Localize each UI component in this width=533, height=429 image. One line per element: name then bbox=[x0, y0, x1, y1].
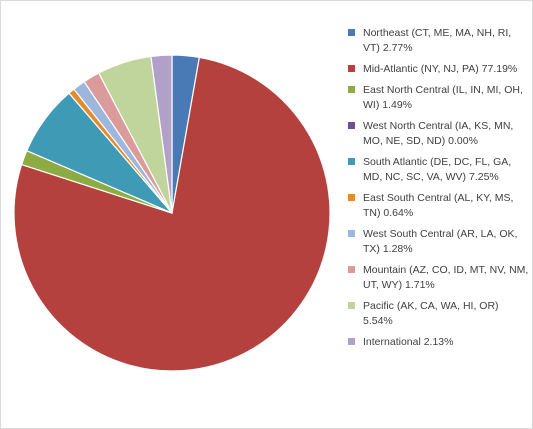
legend-swatch bbox=[348, 338, 355, 345]
legend-label: East South Central (AL, KY, MS, TN) 0.64… bbox=[363, 192, 514, 219]
legend-label: Pacific (AK, CA, WA, HI, OR) 5.54% bbox=[363, 300, 499, 327]
pie-slice-mid-atlantic bbox=[13, 56, 331, 372]
legend-label: Mountain (AZ, CO, ID, MT, NV, NM, UT, WY… bbox=[363, 264, 529, 291]
legend-label: Northeast (CT, ME, MA, NH, RI, VT) 2.77% bbox=[363, 27, 512, 54]
legend-item-east-north-central: East North Central (IL, IN, MI, OH, WI) … bbox=[348, 83, 530, 113]
legend-swatch bbox=[348, 230, 355, 237]
legend: Northeast (CT, ME, MA, NH, RI, VT) 2.77%… bbox=[348, 26, 530, 350]
legend-item-international: International 2.13% bbox=[348, 335, 530, 350]
legend-label: West North Central (IA, KS, MN, MO, NE, … bbox=[363, 120, 514, 147]
legend-swatch bbox=[348, 86, 355, 93]
legend-label: South Atlantic (DE, DC, FL, GA, MD, NC, … bbox=[363, 156, 512, 183]
legend-swatch bbox=[348, 158, 355, 165]
legend-swatch bbox=[348, 65, 355, 72]
legend-label: East North Central (IL, IN, MI, OH, WI) … bbox=[363, 84, 523, 111]
pie-slices bbox=[13, 54, 331, 372]
legend-item-west-south-central: West South Central (AR, LA, OK, TX) 1.28… bbox=[348, 227, 530, 257]
legend-item-northeast: Northeast (CT, ME, MA, NH, RI, VT) 2.77% bbox=[348, 26, 530, 56]
legend-item-mountain: Mountain (AZ, CO, ID, MT, NV, NM, UT, WY… bbox=[348, 263, 530, 293]
legend-swatch bbox=[348, 266, 355, 273]
legend-item-east-south-central: East South Central (AL, KY, MS, TN) 0.64… bbox=[348, 191, 530, 221]
legend-item-south-atlantic: South Atlantic (DE, DC, FL, GA, MD, NC, … bbox=[348, 155, 530, 185]
legend-swatch bbox=[348, 122, 355, 129]
legend-item-west-north-central: West North Central (IA, KS, MN, MO, NE, … bbox=[348, 119, 530, 149]
legend-item-pacific: Pacific (AK, CA, WA, HI, OR) 5.54% bbox=[348, 299, 530, 329]
legend-label: International 2.13% bbox=[363, 336, 454, 348]
legend-label: West South Central (AR, LA, OK, TX) 1.28… bbox=[363, 228, 518, 255]
legend-label: Mid-Atlantic (NY, NJ, PA) 77.19% bbox=[363, 63, 518, 75]
pie-slice-international bbox=[150, 54, 173, 214]
legend-item-mid-atlantic: Mid-Atlantic (NY, NJ, PA) 77.19% bbox=[348, 62, 530, 77]
legend-swatch bbox=[348, 194, 355, 201]
legend-swatch bbox=[348, 29, 355, 36]
legend-swatch bbox=[348, 302, 355, 309]
